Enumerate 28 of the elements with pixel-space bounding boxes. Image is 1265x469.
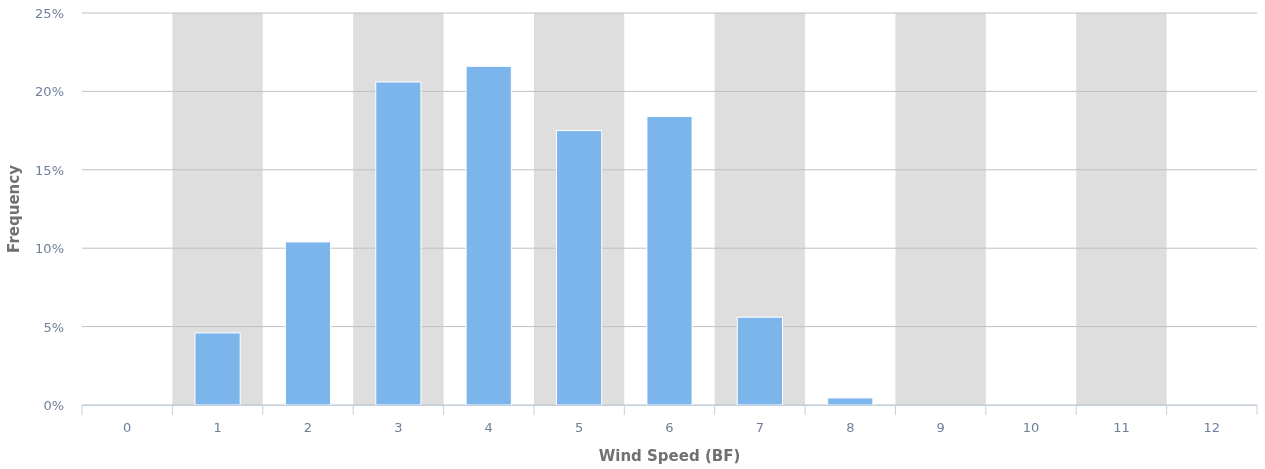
x-tick-label: 1 bbox=[213, 420, 222, 435]
x-tick-label: 12 bbox=[1203, 420, 1221, 435]
bar bbox=[194, 332, 241, 406]
bar bbox=[556, 130, 603, 406]
y-tick-label: 25% bbox=[35, 6, 64, 21]
bar bbox=[827, 397, 874, 406]
x-tick-label: 0 bbox=[123, 420, 132, 435]
x-tick-label: 2 bbox=[303, 420, 313, 435]
x-tick-label: 6 bbox=[665, 420, 674, 435]
y-tick-label: 15% bbox=[35, 162, 64, 178]
bar bbox=[646, 115, 693, 406]
bar bbox=[284, 241, 332, 406]
x-tick-label: 9 bbox=[936, 420, 945, 435]
y-tick-label: 0% bbox=[43, 398, 64, 413]
x-tick-label: 8 bbox=[846, 420, 855, 435]
y-tick-label: 5% bbox=[43, 319, 64, 335]
x-tick-label: 7 bbox=[755, 420, 765, 435]
bar bbox=[736, 316, 783, 406]
x-tick-label: 11 bbox=[1113, 420, 1130, 435]
y-axis-title: Frequency bbox=[5, 164, 23, 253]
y-tick-label: 20% bbox=[35, 84, 64, 100]
y-tick-label: 10% bbox=[35, 241, 64, 257]
x-tick-label: 10 bbox=[1022, 420, 1040, 435]
x-tick-label: 3 bbox=[394, 420, 403, 435]
bar bbox=[465, 65, 512, 406]
x-tick-label: 5 bbox=[574, 420, 584, 435]
x-tick-label: 4 bbox=[484, 420, 493, 435]
x-axis-title: Wind Speed (BF) bbox=[598, 447, 741, 465]
